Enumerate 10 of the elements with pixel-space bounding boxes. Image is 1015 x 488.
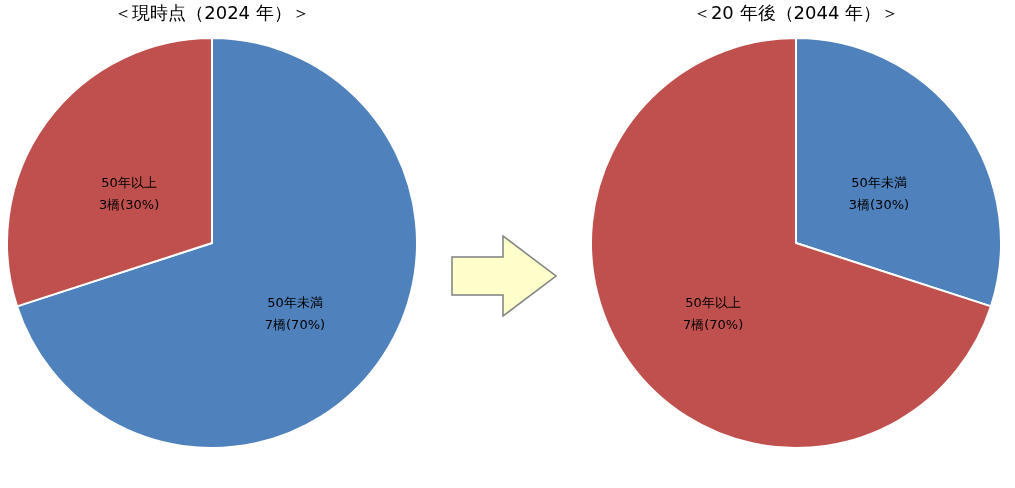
data-label: 7橋(70%) bbox=[682, 317, 744, 333]
slice-label: 50年以上 bbox=[101, 174, 157, 190]
data-label: 3橋(30%) bbox=[98, 196, 160, 212]
chart-title: ＜現時点（2024 年）＞ bbox=[114, 2, 310, 23]
data-label: 7橋(70%) bbox=[264, 317, 326, 333]
slice-label: 50年未満 bbox=[267, 295, 323, 311]
slice-label: 50年未満 bbox=[851, 174, 907, 190]
slice-label: 50年以上 bbox=[685, 295, 741, 311]
data-label: 3橋(30%) bbox=[848, 196, 910, 212]
chart-title: ＜20 年後（2044 年）＞ bbox=[692, 2, 900, 23]
